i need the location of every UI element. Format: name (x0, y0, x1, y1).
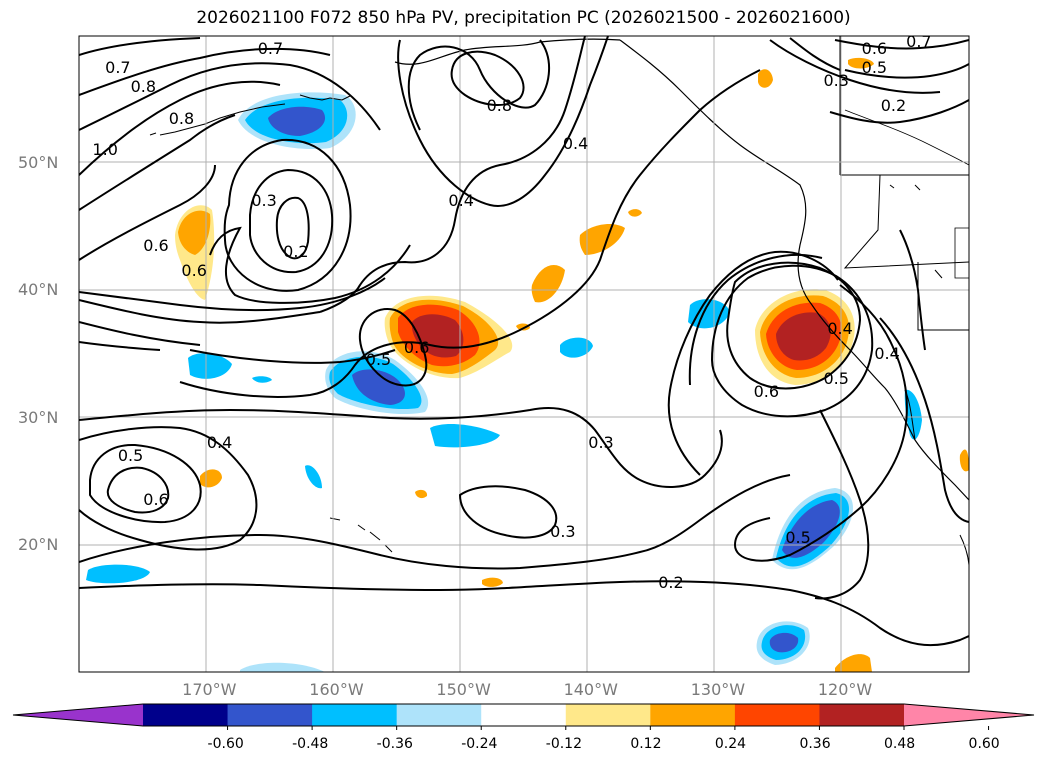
contour-label: 1.0 (92, 140, 118, 160)
contour-label: 0.4 (448, 191, 474, 211)
contour-label: 0.2 (283, 242, 309, 262)
colorbar-extend-min (13, 704, 143, 726)
contour-label: 0.2 (658, 572, 684, 592)
latitude-label: 40°N (18, 280, 59, 300)
colorbar-swatch (312, 704, 398, 726)
contour-label: 0.2 (880, 95, 907, 115)
precip-anomaly-shading (86, 57, 969, 672)
longitude-label: 170°W (182, 680, 237, 699)
precip-positive-area (776, 312, 831, 361)
contour-label: 0.3 (251, 191, 277, 211)
contour-label: 0.3 (823, 70, 849, 90)
colorbar-tick-label: -0.36 (376, 736, 413, 752)
graticule (79, 36, 969, 672)
precip-positive-area (482, 577, 503, 587)
pv-contours (79, 36, 969, 647)
contour-label: 0.7 (906, 32, 932, 52)
precip-positive-area (178, 210, 211, 255)
colorbar-swatch (143, 704, 229, 726)
colorbar-tick-label: 0.12 (630, 736, 662, 752)
precip-positive-area (579, 224, 625, 255)
precip-negative-area (188, 353, 232, 379)
longitude-label: 140°W (563, 680, 618, 699)
contour-label: 0.8 (168, 108, 195, 128)
longitude-label: 130°W (690, 680, 746, 699)
contour-label: 0.7 (105, 57, 131, 77)
contour-label: 0.3 (550, 522, 576, 542)
precip-negative-area (252, 376, 272, 383)
precip-positive-area (531, 265, 565, 303)
contour-label: 0.4 (206, 433, 233, 453)
colorbar-swatch (565, 704, 651, 726)
contour-label: 0.8 (130, 76, 157, 96)
latitude-label: 20°N (18, 534, 59, 554)
precip-negative-area (86, 564, 150, 584)
colorbar-extend-max (904, 704, 1034, 726)
colorbar-swatch (396, 704, 482, 726)
colorbar-outline (12, 703, 1035, 727)
longitude-label: 120°W (817, 680, 873, 699)
colorbar-tick-label: 0.48 (884, 736, 916, 752)
latitude-label: 50°N (18, 153, 59, 173)
precip-positive-area (758, 69, 773, 88)
precip-negative-area (430, 424, 500, 448)
colorbar-tick-label: 0.60 (968, 736, 1000, 752)
contour-label: 0.3 (588, 433, 614, 453)
precip-positive-area (959, 449, 969, 472)
precip-positive-area (516, 323, 530, 331)
colorbar-swatch (734, 704, 820, 726)
precip-positive-area (835, 654, 872, 672)
contour-label: 0.6 (143, 235, 169, 255)
contour-label: 0.5 (117, 445, 144, 465)
contour-label: 0.7 (257, 38, 284, 58)
precip-negative-area (782, 500, 840, 558)
precip-negative-area (688, 299, 730, 329)
precip-negative-area (352, 369, 405, 405)
colorbar-tick-label: 0.36 (799, 736, 831, 752)
precip-positive-area (200, 469, 222, 488)
map-frame (78, 35, 970, 673)
contour-label: 0.4 (562, 134, 589, 154)
precip-positive-area (415, 489, 428, 499)
contour-label: 0.5 (365, 350, 392, 370)
contour-label: 0.6 (143, 490, 169, 510)
contour-label: 0.4 (874, 344, 900, 363)
precip-negative-area (560, 337, 593, 358)
longitude-label: 150°W (436, 680, 491, 699)
precip-negative-area (305, 465, 322, 489)
contour-label: 0.6 (403, 337, 430, 357)
colorbar-swatch (819, 704, 905, 726)
colorbar-tick-label: -0.60 (207, 736, 244, 752)
contour-label: 0.5 (823, 369, 849, 389)
colorbar-tick-label: -0.48 (292, 736, 329, 752)
precip-negative-area (769, 632, 799, 653)
contour-label: 0.6 (181, 261, 207, 281)
colorbar-tick-label: 0.24 (714, 736, 747, 752)
colorbar-swatch (227, 704, 313, 726)
contour-label: 0.8 (486, 95, 513, 115)
precip-positive-area (628, 209, 642, 217)
colorbar-swatch (650, 704, 736, 726)
contour-label: 0.5 (785, 528, 811, 548)
colorbar-tick-label: -0.24 (461, 736, 498, 752)
colorbar-tick-label: -0.12 (545, 736, 582, 752)
longitude-label: 160°W (309, 680, 364, 699)
contour-label: 0.6 (753, 382, 780, 402)
precip-positive-area (848, 57, 874, 69)
contour-label: 0.6 (861, 38, 888, 58)
precip-negative-area (268, 106, 326, 136)
colorbar (12, 703, 1035, 730)
coastlines (159, 36, 969, 566)
contour-label: 0.5 (861, 57, 888, 77)
contour-label: 0.4 (827, 318, 853, 338)
precip-negative-area (240, 662, 325, 672)
islands (149, 132, 943, 553)
latitude-label: 30°N (18, 407, 59, 427)
colorbar-swatch (481, 704, 567, 726)
map-title: 2026021100 F072 850 hPa PV, precipitatio… (196, 8, 851, 28)
